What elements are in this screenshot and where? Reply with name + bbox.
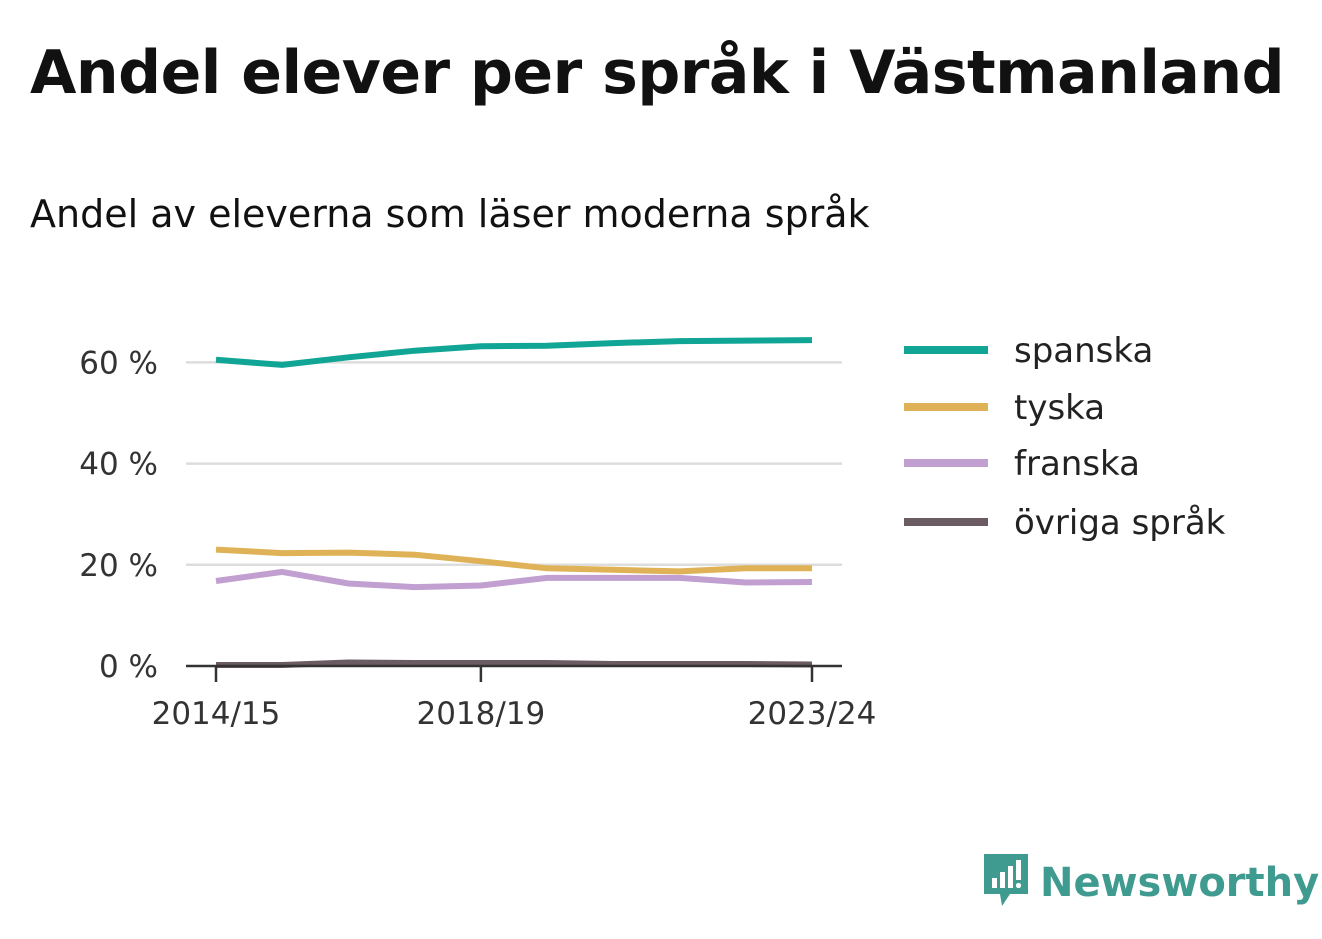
legend-label: övriga språk: [1014, 503, 1226, 543]
brand: Newsworthy: [980, 850, 1319, 915]
x-tick-label: 2018/19: [416, 696, 545, 732]
newsworthy-logo-icon: [980, 850, 1032, 915]
y-tick-label: 20 %: [79, 548, 158, 584]
series-line: [215, 568, 813, 591]
legend-label: franska: [1014, 444, 1140, 484]
chart-subtitle: Andel av eleverna som läser moderna språ…: [30, 192, 870, 236]
series-line: [215, 337, 813, 368]
legend-label: spanska: [1014, 331, 1153, 371]
brand-name: Newsworthy: [1040, 859, 1320, 906]
y-tick-label: 0 %: [99, 649, 158, 685]
x-tick-label: 2023/24: [748, 696, 877, 732]
series-line: [216, 659, 813, 668]
y-tick-label: 40 %: [79, 447, 158, 483]
chart-title: Andel elever per språk i Västmanland: [30, 38, 1285, 108]
x-tick-label: 2014/15: [152, 696, 281, 732]
y-tick-label: 60 %: [79, 345, 158, 381]
series-line: [215, 546, 812, 575]
legend-label: tyska: [1014, 388, 1105, 428]
